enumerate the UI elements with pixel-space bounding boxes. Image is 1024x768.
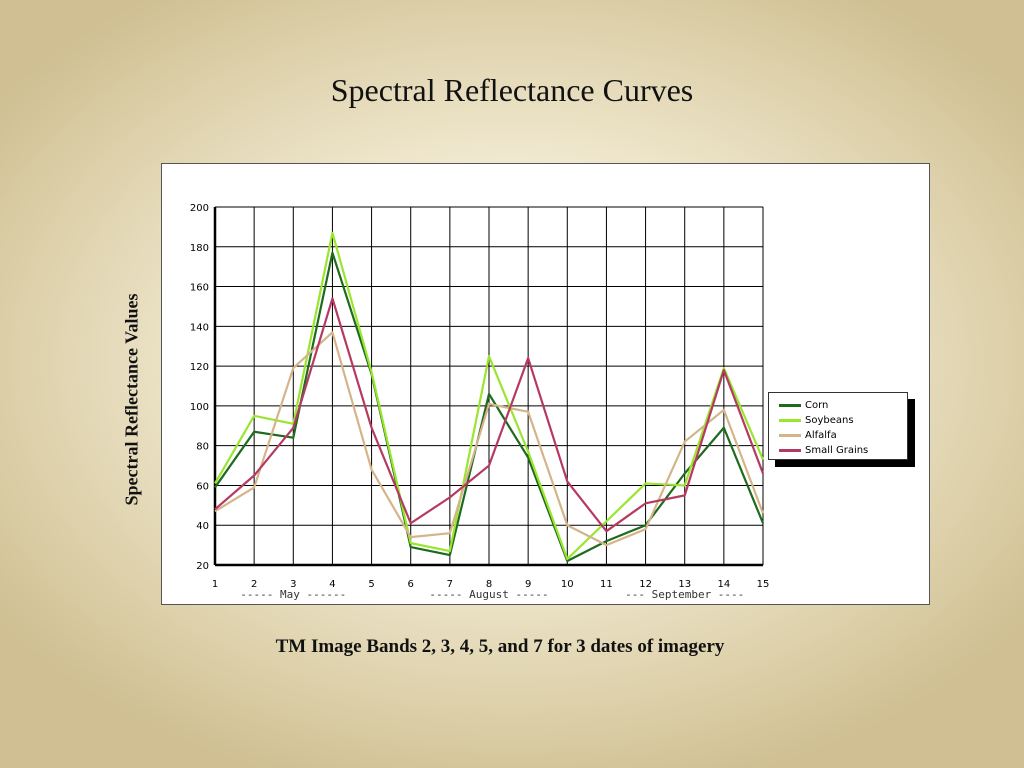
y-tick-label: 60 (196, 481, 209, 492)
x-tick-label: 9 (525, 579, 531, 590)
date-group-label: --- September ---- (625, 588, 744, 601)
y-axis-label: Spectral Reflectance Values (121, 293, 142, 506)
slide-caption: TM Image Bands 2, 3, 4, 5, and 7 for 3 d… (275, 636, 725, 657)
legend-label: Soybeans (805, 415, 854, 426)
x-tick-label: 10 (561, 579, 574, 590)
x-tick-label: 8 (486, 579, 492, 590)
x-tick-label: 5 (368, 579, 374, 590)
x-tick-label: 14 (717, 579, 730, 590)
legend-label: Corn (805, 400, 829, 411)
legend-swatch (779, 419, 801, 422)
series-line-small-grains (214, 297, 765, 533)
y-tick-label: 160 (190, 283, 209, 294)
x-tick-label: 4 (329, 579, 335, 590)
legend-item: Soybeans (769, 413, 907, 428)
x-tick-label: 2 (251, 579, 257, 590)
y-tick-label: 200 (190, 203, 209, 214)
legend-swatch (779, 449, 801, 452)
legend-label: Small Grains (805, 445, 869, 456)
legend-swatch (779, 404, 801, 407)
legend-item: Alfalfa (769, 428, 907, 443)
series-line-soybeans (214, 231, 765, 561)
x-tick-label: 6 (408, 579, 414, 590)
y-tick-label: 100 (190, 402, 209, 413)
x-tick-label: 7 (447, 579, 453, 590)
legend-swatch (779, 434, 801, 437)
series-line-alfalfa (214, 331, 765, 547)
slide-title: Spectral Reflectance Curves (330, 72, 694, 108)
legend-item: Corn (769, 398, 907, 413)
x-tick-label: 13 (678, 579, 691, 590)
x-tick-label: 12 (639, 579, 652, 590)
y-tick-label: 180 (190, 243, 209, 254)
x-tick-label: 1 (212, 579, 218, 590)
date-group-label: ----- May ------ (240, 588, 346, 601)
x-tick-label: 3 (290, 579, 296, 590)
x-tick-label: 11 (600, 579, 613, 590)
y-tick-label: 80 (196, 442, 209, 453)
x-tick-label: 15 (757, 579, 770, 590)
y-tick-label: 140 (190, 322, 209, 333)
y-tick-label: 20 (196, 561, 209, 572)
y-tick-label: 120 (190, 362, 209, 373)
chart-panel: 20 40 60 80 100 120 140 160 180 200 1 2 3 4 5 6 7 8 9 10 11 1… (161, 163, 930, 605)
series-line-corn (214, 251, 765, 563)
legend-item: Small Grains (769, 443, 907, 458)
date-group-label: ----- August ----- (429, 588, 548, 601)
legend-label: Alfalfa (805, 430, 837, 441)
y-tick-label: 40 (196, 521, 209, 532)
legend: Corn Soybeans Alfalfa Small Grains (768, 392, 908, 460)
